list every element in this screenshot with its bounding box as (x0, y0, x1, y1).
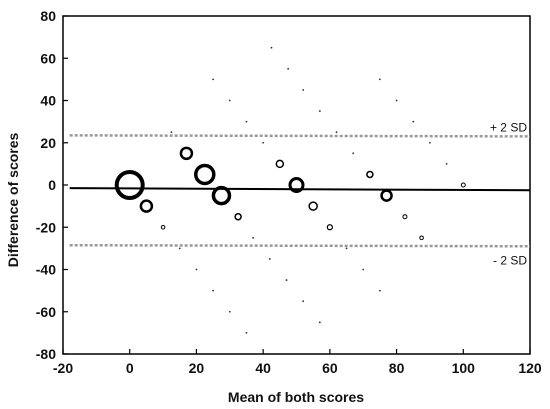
data-point (335, 131, 338, 134)
y-tick-label: -20 (36, 219, 56, 235)
data-point (194, 163, 216, 186)
data-point (285, 279, 288, 281)
plot-frame (62, 15, 531, 355)
data-point (139, 199, 154, 213)
data-point (114, 170, 145, 200)
data-point (178, 247, 181, 250)
data-point (402, 214, 408, 220)
data-point (308, 201, 318, 211)
data-point (318, 110, 321, 112)
data-point (419, 235, 424, 241)
data-point (245, 120, 248, 123)
data-point (228, 310, 231, 313)
data-point (211, 185, 232, 206)
y-tick-label: 60 (40, 50, 56, 66)
data-point (275, 159, 285, 169)
data-point (380, 189, 393, 202)
y-tick-label: 80 (40, 8, 56, 24)
data-point (287, 67, 290, 70)
x-tick-label: 120 (518, 360, 542, 376)
data-point (445, 162, 448, 165)
y-axis-title: Difference of scores (5, 132, 21, 267)
data-point (170, 131, 173, 134)
lower-limit-label: - 2 SD (493, 253, 527, 267)
data-point (352, 152, 355, 155)
data-point (345, 247, 348, 250)
x-tick-label: 60 (322, 360, 338, 376)
data-point (212, 289, 215, 292)
y-tick-label: 40 (40, 93, 56, 109)
upper-limit-line (69, 134, 531, 138)
data-point (228, 99, 231, 102)
data-point (212, 78, 215, 81)
data-point (245, 331, 248, 334)
data-point (160, 224, 166, 230)
data-point (395, 99, 398, 102)
x-tick-label: 0 (126, 360, 134, 376)
data-point (270, 46, 273, 49)
data-point (288, 177, 305, 193)
data-point (195, 268, 198, 271)
data-point (268, 258, 271, 260)
lower-limit-line (69, 243, 531, 248)
upper-limit-label: + 2 SD (490, 120, 527, 134)
data-point (302, 300, 305, 303)
x-tick-label: 40 (255, 360, 271, 376)
data-point (460, 182, 466, 188)
data-point (412, 120, 415, 123)
x-tick-label: -20 (53, 360, 73, 376)
data-point (378, 289, 381, 292)
x-tick-label: 80 (389, 360, 405, 376)
y-tick-label: 20 (40, 135, 56, 151)
y-tick-label: -40 (36, 262, 56, 278)
data-point (378, 78, 381, 81)
x-axis-title: Mean of both scores (228, 389, 364, 405)
data-point (302, 89, 305, 91)
data-point (362, 268, 365, 271)
data-point (252, 236, 255, 239)
x-tick-label: 20 (189, 360, 205, 376)
data-point (366, 170, 374, 179)
y-tick-label: 0 (48, 177, 56, 193)
data-point (326, 224, 333, 231)
y-tick-label: -80 (36, 346, 56, 362)
data-point (318, 321, 321, 324)
data-point (234, 212, 242, 221)
y-tick-label: -60 (36, 304, 56, 320)
data-point (429, 141, 431, 144)
x-tick-label: 100 (452, 360, 476, 376)
data-point (179, 146, 194, 161)
data-point (262, 141, 265, 144)
